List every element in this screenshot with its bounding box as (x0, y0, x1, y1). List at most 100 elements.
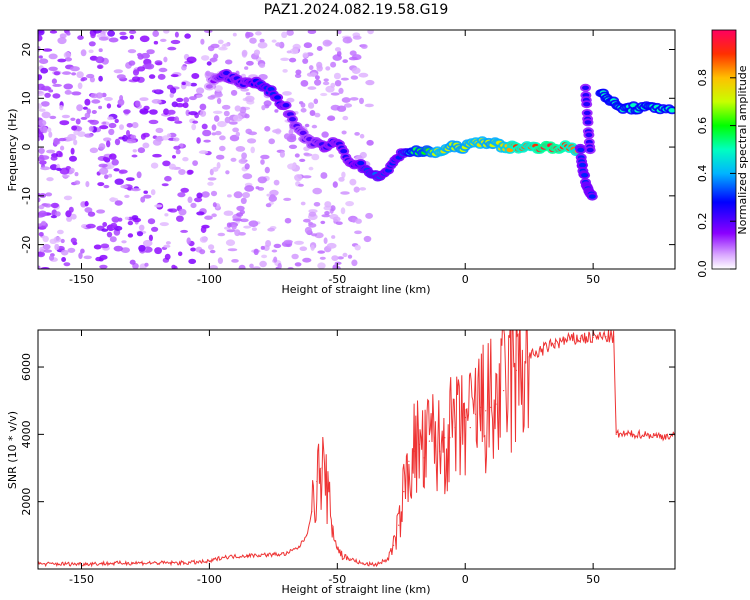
noise-blob (52, 83, 62, 87)
snr-point (474, 413, 477, 415)
noise-blob (288, 128, 294, 136)
noise-blob (63, 262, 71, 267)
noise-blob (48, 53, 58, 60)
noise-blob (45, 192, 53, 197)
noise-blob (245, 92, 251, 96)
noise-blob (235, 146, 246, 152)
noise-blob (294, 73, 302, 79)
spectrogram-y-ticks: -20 -10 0 10 20 (20, 43, 675, 254)
noise-blob (163, 30, 170, 34)
noise-blob (84, 98, 91, 106)
noise-blob (300, 80, 309, 87)
noise-blob (288, 144, 298, 149)
noise-blob (42, 244, 51, 250)
noise-blob (143, 190, 148, 194)
noise-blob (303, 152, 310, 156)
noise-blob (38, 30, 45, 36)
snr-point (613, 336, 615, 338)
noise-blob (289, 57, 297, 63)
noise-blob (108, 173, 113, 178)
noise-blob (131, 215, 139, 220)
noise-blob (75, 118, 81, 125)
noise-blob (71, 125, 78, 131)
noise-blob (219, 135, 226, 141)
noise-blob (275, 42, 282, 47)
segment-1-core (583, 102, 591, 107)
noise-blob (64, 57, 72, 62)
noise-blob (139, 35, 150, 43)
noise-blob (58, 137, 67, 142)
noise-blob (119, 95, 124, 101)
snr-y-label: SNR (10 * v/v) (6, 411, 19, 489)
noise-blob (249, 37, 257, 44)
noise-blob (234, 229, 241, 237)
noise-blob (199, 103, 207, 111)
noise-blob (61, 257, 66, 262)
noise-blob (55, 211, 61, 217)
noise-blob (253, 248, 259, 255)
noise-blob (186, 81, 192, 87)
noise-blob (106, 231, 113, 238)
noise-blob (71, 91, 82, 96)
noise-blob (308, 223, 317, 228)
noise-blob (46, 149, 56, 154)
noise-blob (98, 258, 104, 262)
noise-blob (211, 124, 217, 131)
noise-blob (354, 230, 362, 235)
noise-blob (229, 121, 238, 125)
noise-blob (231, 224, 237, 230)
noise-blob (274, 109, 279, 113)
noise-blob (84, 112, 91, 119)
noise-blob (152, 30, 159, 37)
noise-blob (103, 137, 112, 142)
noise-blob (127, 49, 137, 54)
noise-blob (310, 244, 315, 251)
noise-blob (150, 189, 156, 196)
noise-blob (114, 178, 124, 185)
noise-blob (104, 97, 113, 101)
noise-blob (108, 122, 117, 129)
y-tick-label: 4000 (20, 420, 33, 448)
noise-blob (49, 30, 58, 34)
snr-point (247, 554, 249, 557)
noise-blob (199, 236, 208, 243)
noise-blob (348, 56, 358, 61)
noise-blob (97, 65, 103, 69)
noise-blob (70, 147, 75, 155)
noise-blob (138, 244, 146, 252)
noise-blob (225, 239, 236, 246)
noise-blob (313, 98, 319, 105)
noise-blob (300, 102, 306, 108)
noise-blob (117, 98, 125, 106)
noise-blob (314, 232, 324, 239)
noise-blob (38, 156, 45, 162)
noise-blob (155, 89, 160, 93)
noise-blob (249, 263, 254, 269)
noise-blob (71, 72, 77, 76)
snr-series-line (38, 330, 675, 568)
noise-blob (223, 210, 234, 216)
snr-point (326, 491, 328, 493)
noise-blob (186, 56, 197, 64)
noise-blob (200, 38, 205, 45)
y-tick-label: 10 (20, 91, 33, 105)
snr-point (454, 427, 456, 429)
noise-blob (188, 258, 197, 264)
noise-blob (140, 196, 146, 203)
noise-blob (124, 194, 130, 198)
noise-blob (178, 251, 183, 257)
noise-blob (253, 49, 261, 56)
snr-point (408, 460, 410, 462)
noise-blob (50, 215, 58, 219)
noise-blob (303, 218, 311, 223)
noise-blob (66, 216, 73, 222)
x-tick-label: -100 (197, 273, 222, 286)
noise-blob (119, 124, 124, 130)
noise-blob (302, 58, 309, 64)
noise-blob (257, 176, 267, 184)
noise-blob (212, 166, 219, 172)
noise-blob (142, 132, 150, 138)
noise-blob (265, 203, 272, 208)
noise-blob (102, 222, 108, 227)
noise-blob (146, 49, 155, 55)
